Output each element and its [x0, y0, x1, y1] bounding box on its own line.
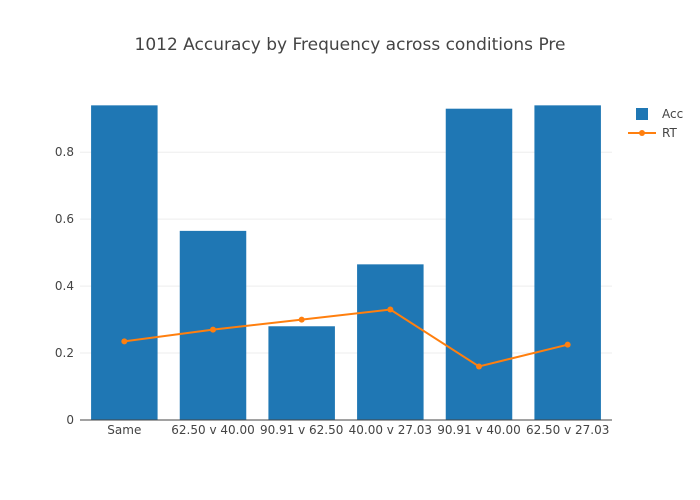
y-tick-label: 0 — [66, 413, 74, 427]
point-rt[interactable] — [564, 341, 571, 348]
grid-layer — [80, 151, 612, 354]
bar-acc[interactable] — [91, 105, 158, 421]
legend-swatch-rt-marker — [639, 130, 645, 136]
legend-label-rt: RT — [662, 126, 677, 140]
y-tick-label: 0.2 — [55, 346, 74, 360]
y-tick-label: 0.4 — [55, 279, 74, 293]
bar-acc[interactable] — [534, 105, 601, 421]
x-tick-label: 62.50 v 27.03 — [526, 423, 609, 437]
bar-acc[interactable] — [357, 264, 424, 420]
x-tick-label: 90.91 v 40.00 — [437, 423, 520, 437]
legend-swatch-acc — [636, 108, 648, 120]
x-tick-label: 90.91 v 62.50 — [260, 423, 343, 437]
line-layer — [121, 306, 571, 370]
point-rt[interactable] — [476, 363, 482, 370]
bar-acc[interactable] — [179, 230, 247, 420]
legend[interactable]: Acc RT — [628, 107, 683, 140]
legend-label-acc: Acc — [662, 107, 683, 121]
bar-layer — [91, 105, 601, 421]
axis-layer: 0 0.2 0.4 0.6 0.8 Same 62.50 v 40.00 90.91 v 62… — [55, 145, 612, 437]
chart-title: 1012 Accuracy by Frequency across condit… — [135, 35, 566, 55]
bar-acc[interactable] — [268, 326, 335, 420]
point-rt[interactable] — [210, 326, 216, 333]
point-rt[interactable] — [298, 316, 305, 323]
y-tick-label: 0.8 — [55, 145, 74, 159]
x-tick-label: 62.50 v 40.00 — [171, 423, 254, 437]
bar-acc[interactable] — [445, 108, 513, 421]
y-tick-label: 0.6 — [55, 212, 74, 226]
line-rt — [124, 308, 568, 368]
point-rt[interactable] — [121, 338, 128, 345]
x-tick-label: Same — [107, 423, 141, 437]
x-tick-label: 40.00 v 27.03 — [349, 423, 432, 437]
point-rt[interactable] — [387, 306, 394, 313]
